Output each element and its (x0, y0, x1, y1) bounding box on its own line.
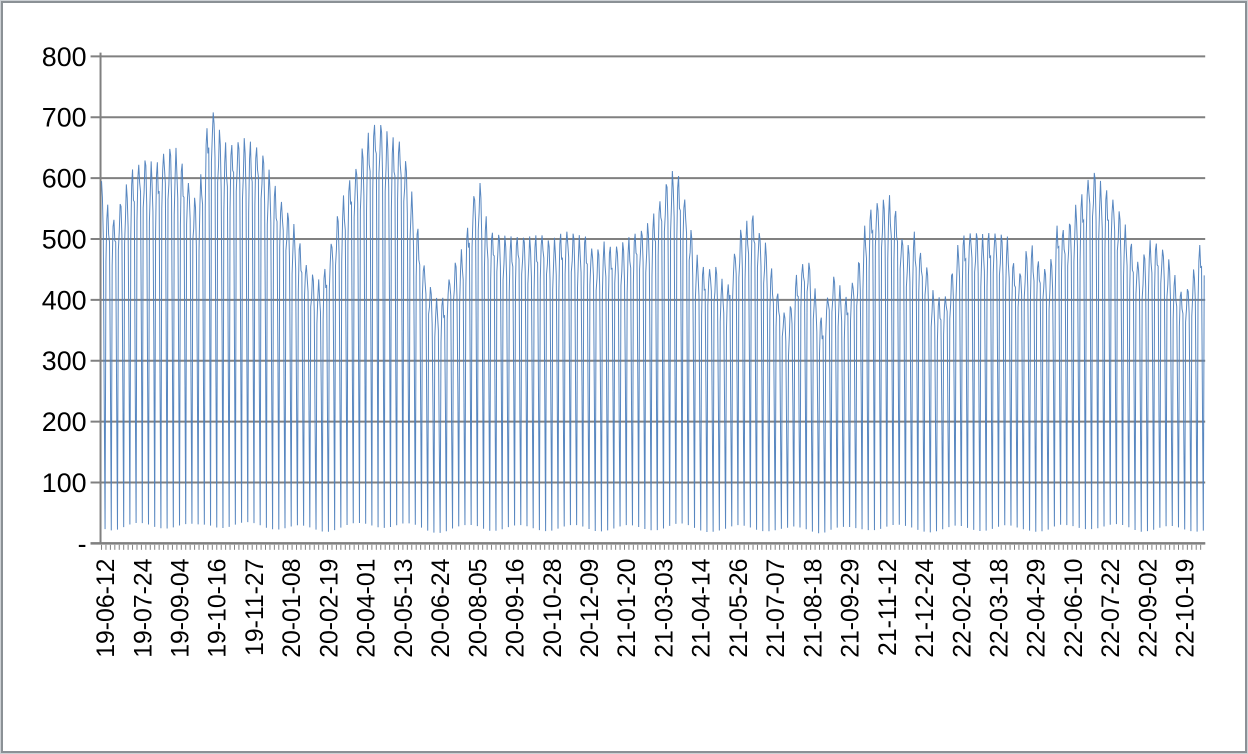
x-tick-label: 20-06-24 (428, 558, 455, 657)
y-tick-label: 100 (42, 468, 87, 498)
x-tick-label: 20-12-09 (577, 559, 604, 658)
x-tick-label: 21-04-14 (689, 558, 716, 657)
y-tick-label: 400 (42, 285, 87, 315)
y-tick-label: 800 (42, 42, 87, 72)
y-tick-label: 500 (42, 224, 87, 254)
x-tick-label: 21-05-26 (726, 559, 753, 658)
x-tick-label: 22-04-29 (1024, 559, 1051, 658)
data-series-line (101, 112, 1205, 534)
y-tick-label: 700 (42, 103, 87, 133)
x-tick-label: 22-10-19 (1173, 559, 1200, 658)
x-tick-label: 22-09-02 (1135, 559, 1162, 658)
line-chart: 800 700 600 500 400 300 200 100 -19-06-12 19-07-2… (42, 42, 1206, 658)
x-tick-label: 19-09-04 (167, 558, 194, 657)
x-tick-label: 19-07-24 (130, 558, 157, 657)
x-tick-label: 19-11-27 (242, 559, 269, 656)
x-tick-label: 21-08-18 (800, 559, 827, 658)
y-axis-labels: 800 700 600 500 400 300 200 100 - (42, 42, 87, 559)
y-tick-label: 200 (42, 407, 87, 437)
x-tick-label: 22-03-18 (986, 559, 1013, 658)
x-tick-label: 21-01-20 (614, 559, 641, 658)
x-tick-label: 22-02-04 (949, 558, 976, 657)
y-tick-label: 600 (42, 164, 87, 194)
x-tick-label: 19-10-16 (205, 559, 232, 658)
x-axis-labels: 19-06-12 19-07-24 19-09-04 19-10-16 19-11-27… (93, 558, 1200, 657)
x-axis-minor-ticks (101, 544, 1202, 550)
gridlines (90, 55, 1206, 545)
x-tick-label: 21-12-24 (912, 558, 939, 657)
x-tick-label: 21-09-29 (838, 559, 865, 658)
x-tick-label: 20-05-13 (391, 559, 418, 658)
x-tick-label: 19-06-12 (93, 559, 120, 658)
x-tick-label: 20-10-28 (540, 559, 567, 658)
y-tick-label: 300 (42, 346, 87, 376)
y-tick-label: - (78, 529, 87, 559)
x-tick-label: 21-11-12 (875, 559, 902, 656)
x-tick-label: 20-02-19 (316, 559, 343, 658)
x-tick-label: 20-04-01 (354, 559, 381, 658)
x-tick-label: 20-01-08 (279, 559, 306, 658)
x-tick-label: 20-09-16 (503, 559, 530, 658)
x-tick-label: 21-03-03 (651, 559, 678, 658)
x-tick-label: 22-06-10 (1061, 559, 1088, 658)
x-tick-label: 21-07-07 (763, 559, 790, 658)
x-tick-label: 20-08-05 (465, 559, 492, 658)
x-tick-label: 22-07-22 (1098, 559, 1125, 658)
